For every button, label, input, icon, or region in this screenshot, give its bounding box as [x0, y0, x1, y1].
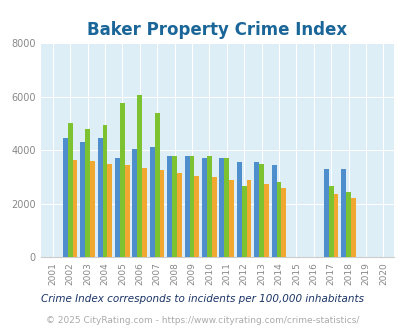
Bar — [167, 155, 172, 257]
Bar — [323, 169, 328, 257]
Bar — [80, 142, 85, 257]
Bar — [115, 158, 119, 257]
Bar — [263, 184, 268, 257]
Bar — [207, 155, 211, 257]
Bar — [328, 186, 333, 257]
Bar — [350, 198, 355, 257]
Bar — [224, 158, 229, 257]
Bar — [102, 125, 107, 257]
Text: Crime Index corresponds to incidents per 100,000 inhabitants: Crime Index corresponds to incidents per… — [41, 294, 364, 304]
Bar — [159, 170, 164, 257]
Bar — [229, 180, 234, 257]
Bar — [90, 161, 95, 257]
Title: Baker Property Crime Index: Baker Property Crime Index — [87, 20, 346, 39]
Bar — [119, 103, 124, 257]
Bar — [341, 169, 345, 257]
Bar — [276, 182, 281, 257]
Bar — [246, 180, 251, 257]
Bar — [63, 138, 68, 257]
Bar — [132, 149, 137, 257]
Bar — [124, 165, 129, 257]
Bar — [68, 123, 72, 257]
Bar — [172, 155, 177, 257]
Bar — [258, 164, 263, 257]
Bar — [254, 162, 258, 257]
Bar — [177, 173, 181, 257]
Text: © 2025 CityRating.com - https://www.cityrating.com/crime-statistics/: © 2025 CityRating.com - https://www.city… — [46, 316, 359, 325]
Bar — [194, 176, 199, 257]
Bar — [345, 192, 350, 257]
Bar — [189, 155, 194, 257]
Bar — [271, 165, 276, 257]
Bar — [85, 129, 90, 257]
Bar — [202, 158, 207, 257]
Bar — [107, 164, 112, 257]
Bar — [281, 188, 286, 257]
Bar — [149, 148, 154, 257]
Bar — [184, 155, 189, 257]
Bar — [333, 194, 338, 257]
Bar — [241, 186, 246, 257]
Bar — [142, 168, 147, 257]
Bar — [154, 113, 159, 257]
Bar — [219, 158, 224, 257]
Bar — [98, 138, 102, 257]
Bar — [236, 162, 241, 257]
Bar — [211, 178, 216, 257]
Bar — [137, 95, 142, 257]
Bar — [72, 159, 77, 257]
